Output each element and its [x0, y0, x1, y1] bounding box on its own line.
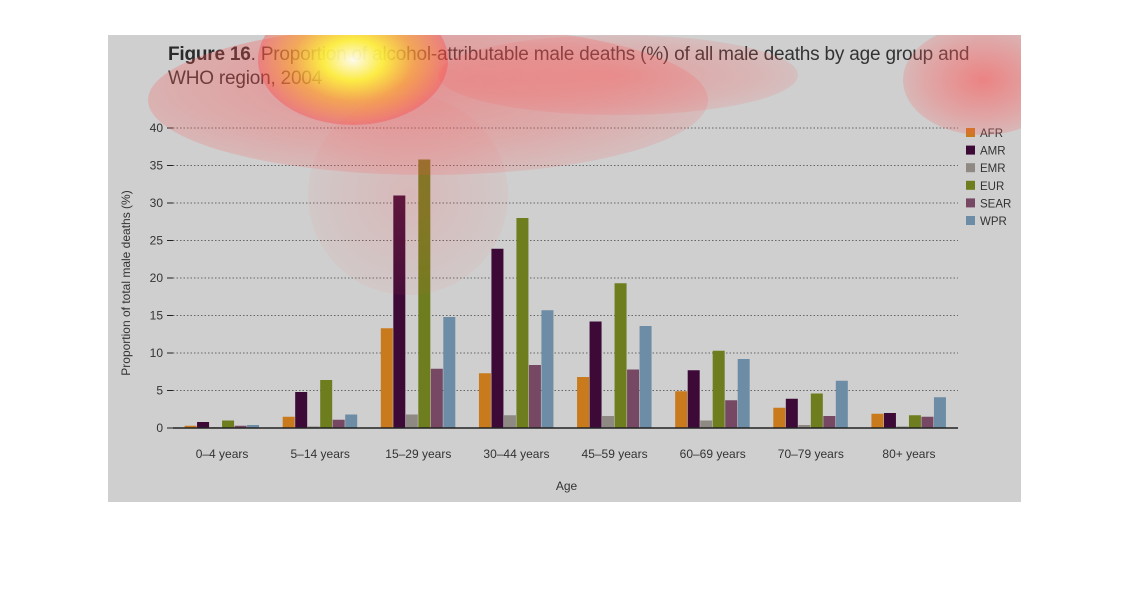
legend-label-emr: EMR	[980, 163, 1006, 175]
legend-swatch-amr	[966, 145, 975, 155]
x-tick-label: 60–69 years	[680, 447, 746, 461]
bar-amr	[393, 195, 406, 428]
y-tick-label: 5	[156, 384, 163, 398]
bar-sear	[823, 416, 836, 428]
bar-amr	[197, 422, 210, 428]
bar-wpr	[933, 397, 946, 428]
y-tick-label: 10	[150, 346, 164, 360]
bar-amr	[883, 413, 896, 428]
bar-amr	[687, 370, 700, 428]
bar-sear	[921, 416, 934, 428]
y-axis-label: Proportion of total male deaths (%)	[119, 190, 133, 375]
bar-emr	[602, 416, 615, 428]
legend: AFR AMR EMR EUR SEAR WPR	[966, 128, 1011, 228]
y-axis-ticks: 0 5 10 15 20 25 30 35 40	[150, 121, 173, 435]
y-tick-label: 30	[150, 196, 164, 210]
x-tick-label: 80+ years	[882, 447, 935, 461]
legend-label-amr: AMR	[980, 146, 1006, 158]
bar-eur	[810, 393, 823, 428]
x-tick-label: 5–14 years	[291, 447, 350, 461]
figure-title-text: . Proportion of alcohol-attributable mal…	[168, 44, 970, 89]
bar-afr	[478, 373, 491, 428]
bar-sear	[725, 400, 738, 428]
y-tick-label: 40	[150, 121, 164, 135]
bar-sear	[332, 419, 345, 428]
bar-wpr	[541, 310, 554, 428]
x-axis-ticks: 0–4 years 5–14 years 15–29 years 30–44 year…	[196, 447, 936, 461]
legend-label-afr: AFR	[980, 128, 1003, 140]
legend-swatch-wpr	[966, 216, 975, 225]
bar-wpr	[639, 326, 652, 428]
bar-eur	[320, 380, 333, 428]
bar-sear	[528, 365, 541, 428]
legend-swatch-eur	[966, 180, 975, 190]
bar-wpr	[345, 414, 358, 428]
bar-afr	[577, 377, 590, 428]
x-tick-label: 15–29 years	[385, 447, 451, 461]
bar-sear	[234, 425, 247, 428]
gridlines	[173, 127, 958, 391]
bar-sear	[627, 369, 640, 428]
bar-emr	[700, 420, 713, 428]
figure-panel: Figure 16. Proportion of alcohol-attribu…	[108, 35, 1021, 502]
figure-label: Figure 16	[168, 44, 251, 65]
bars	[184, 159, 946, 429]
bar-wpr	[835, 380, 848, 428]
bar-afr	[380, 328, 393, 428]
bar-emr	[798, 425, 811, 428]
bar-wpr	[247, 425, 260, 428]
bar-amr	[589, 321, 602, 428]
legend-label-eur: EUR	[980, 181, 1004, 193]
x-axis-label: Age	[556, 479, 578, 493]
y-tick-label: 20	[150, 271, 164, 285]
legend-label-sear: SEAR	[980, 198, 1011, 210]
bar-emr	[503, 415, 516, 428]
bar-amr	[295, 392, 308, 428]
y-tick-label: 15	[150, 309, 164, 323]
y-tick-label: 25	[150, 234, 164, 248]
bar-wpr	[737, 359, 750, 428]
bar-eur	[516, 218, 529, 428]
legend-swatch-emr	[966, 163, 975, 173]
bar-wpr	[443, 317, 456, 428]
legend-swatch-sear	[966, 198, 975, 208]
bar-eur	[418, 159, 431, 428]
bar-eur	[222, 420, 235, 428]
bar-chart: 0 5 10 15 20 25 30 35 40 0–4 years 5–14 years 15–2…	[119, 121, 1011, 493]
bar-afr	[184, 425, 197, 428]
legend-swatch-afr	[966, 128, 975, 137]
bar-afr	[871, 413, 884, 428]
bar-afr	[773, 407, 786, 428]
bar-afr	[675, 391, 688, 428]
figure-title: Figure 16. Proportion of alcohol-attribu…	[168, 43, 988, 91]
bar-sear	[430, 368, 443, 428]
y-tick-label: 0	[156, 421, 163, 435]
x-tick-label: 0–4 years	[196, 447, 249, 461]
bar-eur	[712, 350, 725, 428]
x-tick-label: 45–59 years	[582, 447, 648, 461]
bar-afr	[282, 416, 295, 428]
x-tick-label: 70–79 years	[778, 447, 844, 461]
legend-label-wpr: WPR	[980, 216, 1007, 228]
y-tick-label: 35	[150, 159, 164, 173]
bar-amr	[785, 398, 798, 428]
bar-eur	[614, 283, 627, 428]
bar-eur	[908, 415, 921, 428]
bar-amr	[491, 248, 504, 428]
x-tick-label: 30–44 years	[483, 447, 549, 461]
bar-emr	[405, 414, 418, 428]
